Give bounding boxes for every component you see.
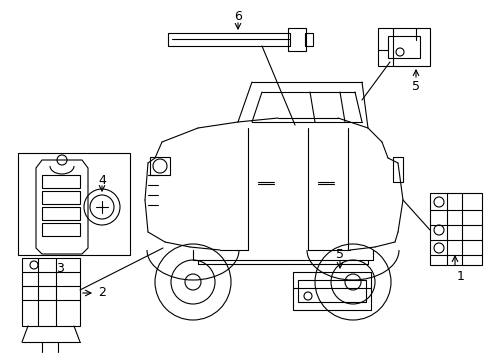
Bar	[387, 36, 419, 58]
Bar	[287, 28, 305, 51]
Bar	[305, 33, 312, 46]
Bar	[42, 175, 80, 188]
Text: 4: 4	[98, 174, 106, 186]
Bar	[42, 207, 80, 220]
Bar	[377, 28, 429, 66]
Bar	[168, 33, 289, 46]
Text: 5: 5	[411, 80, 419, 93]
Text: 3: 3	[56, 261, 64, 275]
Bar	[297, 280, 365, 302]
Text: 1: 1	[456, 270, 464, 283]
Text: 6: 6	[234, 9, 242, 23]
Bar	[22, 258, 80, 326]
Bar	[429, 193, 481, 265]
Bar	[150, 157, 170, 175]
Bar	[42, 191, 80, 204]
Bar	[42, 223, 80, 236]
Bar	[392, 157, 402, 182]
Text: 5: 5	[335, 248, 343, 261]
Text: 2: 2	[98, 287, 106, 300]
Bar	[292, 272, 370, 310]
Bar	[18, 153, 130, 255]
